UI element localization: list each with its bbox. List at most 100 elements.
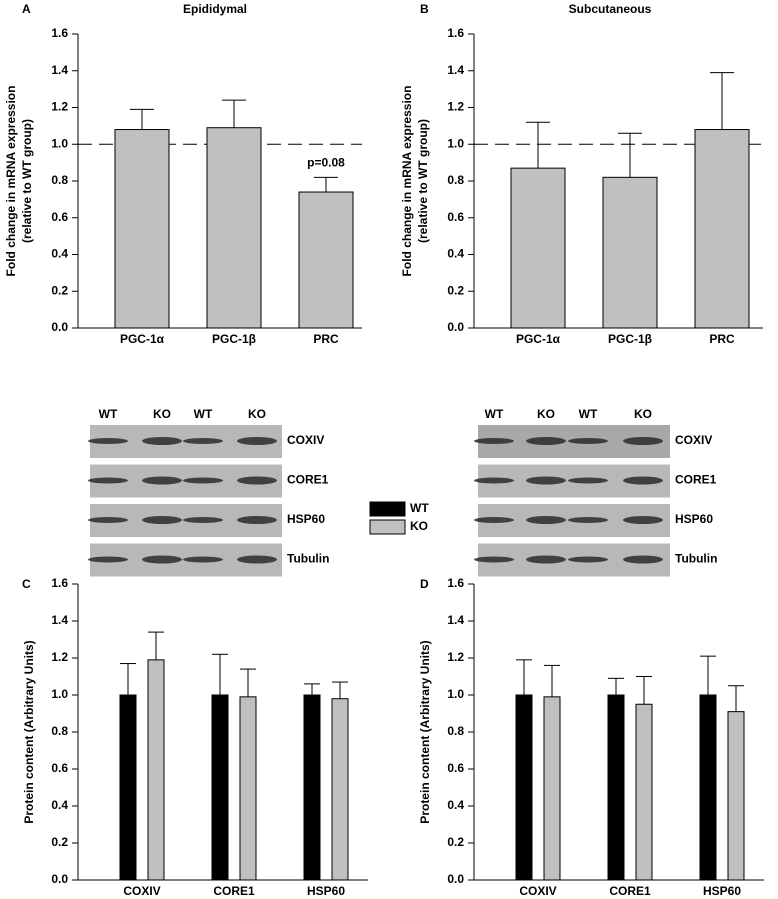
y-axis-label: (relative to WT group): [20, 119, 34, 243]
y-axis-label: (relative to WT group): [416, 119, 430, 243]
y-tick-label: 0.8: [51, 173, 68, 187]
y-tick-label: 1.6: [447, 576, 464, 590]
blot-band: [142, 555, 182, 564]
y-tick-label: 0.6: [447, 210, 464, 224]
legend-swatch: [369, 501, 406, 517]
bar: [699, 694, 717, 881]
bar: [515, 694, 533, 881]
blot-band: [568, 517, 608, 523]
blot-band: [237, 476, 277, 485]
blot-band: [88, 556, 128, 563]
bar: [206, 127, 262, 329]
blot-band: [526, 555, 566, 564]
y-tick-label: 0.8: [447, 173, 464, 187]
x-tick-label: COXIV: [519, 884, 556, 898]
y-tick-label: 0.8: [447, 724, 464, 738]
blot-band: [183, 517, 223, 523]
blot-band: [183, 477, 223, 484]
x-tick-label: PGC-1β: [212, 332, 256, 346]
lane-label: KO: [634, 407, 652, 421]
panel-letter: A: [22, 2, 31, 16]
bar: [303, 694, 321, 881]
y-tick-label: 0.4: [51, 247, 68, 261]
blot-band: [88, 517, 128, 523]
y-tick-label: 1.0: [447, 687, 464, 701]
blot-band: [623, 437, 663, 445]
x-tick-label: CORE1: [609, 884, 651, 898]
lane-label: KO: [153, 407, 171, 421]
lane-label: WT: [579, 407, 598, 421]
lane-label: KO: [537, 407, 555, 421]
panel-letter: D: [420, 577, 429, 591]
x-tick-label: CORE1: [213, 884, 255, 898]
blot-band: [237, 437, 277, 445]
lane-label: KO: [248, 407, 266, 421]
y-tick-label: 1.4: [447, 613, 464, 627]
y-tick-label: 1.6: [51, 26, 68, 40]
bar: [298, 191, 354, 329]
x-tick-label: PGC-1α: [516, 332, 561, 346]
blot-band: [142, 437, 182, 445]
y-tick-label: 1.4: [447, 63, 464, 77]
y-tick-label: 0.4: [51, 798, 68, 812]
blot-band: [526, 437, 566, 445]
y-tick-label: 0.8: [51, 724, 68, 738]
blot-row-label: HSP60: [287, 512, 325, 526]
blot-band: [474, 438, 514, 444]
blot-band: [623, 476, 663, 485]
y-tick-label: 1.0: [447, 136, 464, 150]
blot-band: [183, 556, 223, 563]
y-tick-label: 1.2: [51, 100, 68, 114]
blot-band: [474, 556, 514, 563]
chart-title: Epididymal: [183, 2, 247, 16]
y-tick-label: 1.4: [51, 613, 68, 627]
y-axis-label: Fold change in mRNA expression: [400, 86, 414, 277]
x-tick-label: PGC-1α: [120, 332, 165, 346]
lane-label: WT: [194, 407, 213, 421]
legend-label: KO: [410, 519, 428, 533]
y-tick-label: 0.2: [447, 835, 464, 849]
y-tick-label: 1.0: [51, 136, 68, 150]
y-tick-label: 0.4: [447, 798, 464, 812]
y-axis-label: Protein content (Arbitrary Units): [418, 640, 432, 823]
bar: [607, 694, 625, 881]
y-tick-label: 0.2: [51, 283, 68, 297]
blot-band: [142, 476, 182, 485]
bar: [114, 129, 170, 329]
x-tick-label: PRC: [313, 332, 339, 346]
bar: [239, 696, 257, 881]
x-tick-label: COXIV: [123, 884, 160, 898]
bar: [119, 694, 137, 881]
y-axis-label: Fold change in mRNA expression: [4, 86, 18, 277]
y-tick-label: 0.6: [447, 761, 464, 775]
blot-band: [237, 555, 277, 564]
bar: [331, 698, 349, 881]
blot-band: [88, 477, 128, 484]
y-tick-label: 1.2: [51, 650, 68, 664]
y-tick-label: 1.6: [447, 26, 464, 40]
x-tick-label: PGC-1β: [608, 332, 652, 346]
blot-band: [474, 477, 514, 484]
blot-row-label: Tubulin: [287, 552, 329, 566]
y-tick-label: 0.0: [447, 872, 464, 886]
y-tick-label: 1.4: [51, 63, 68, 77]
blot-row-label: COXIV: [287, 433, 324, 447]
legend-label: WT: [410, 501, 429, 515]
y-tick-label: 0.6: [51, 761, 68, 775]
blot-row-label: CORE1: [287, 473, 329, 487]
y-tick-label: 1.6: [51, 576, 68, 590]
y-tick-label: 1.2: [447, 650, 464, 664]
bar: [147, 659, 165, 881]
legend-swatch: [369, 519, 406, 535]
blot-row-label: Tubulin: [675, 552, 717, 566]
x-tick-label: PRC: [709, 332, 735, 346]
x-tick-label: HSP60: [703, 884, 741, 898]
bar: [694, 129, 750, 329]
y-tick-label: 0.2: [447, 283, 464, 297]
blot-band: [526, 516, 566, 524]
bar: [602, 176, 658, 329]
blot-band: [474, 517, 514, 523]
chart-title: Subcutaneous: [569, 2, 652, 16]
panel-letter: B: [420, 2, 429, 16]
bar: [727, 711, 745, 881]
